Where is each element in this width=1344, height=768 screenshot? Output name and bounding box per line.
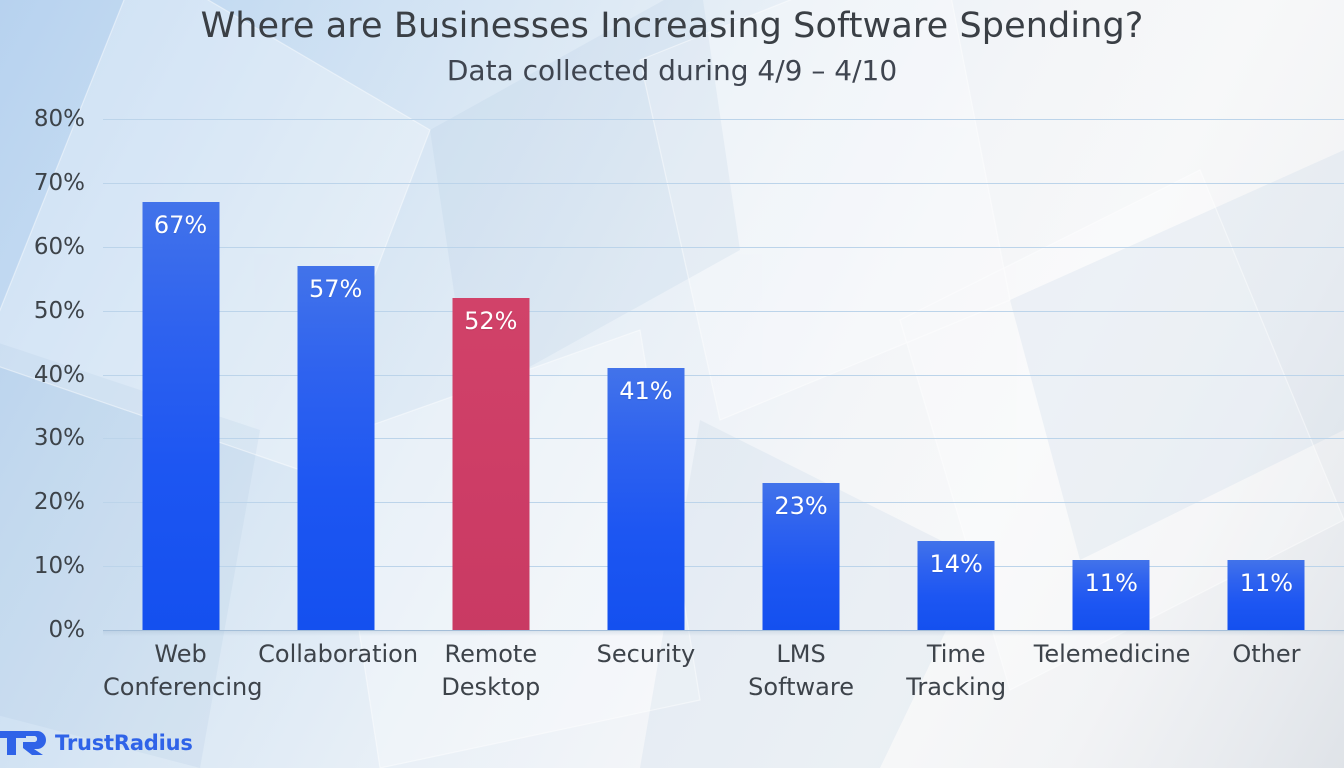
y-axis: 80% 70% 60% 50% 40% 30% 20% 10% 0% [0, 106, 95, 643]
y-tick-label: 10% [33, 553, 85, 580]
chart-subtitle: Data collected during 4/9 – 4/10 [446, 54, 898, 88]
logo-text: TrustRadius [55, 731, 193, 755]
baseline-shadow [103, 630, 1344, 636]
x-tick-label: Time Tracking [906, 640, 1007, 701]
x-tick-label: LMS Software [748, 640, 854, 701]
page-title: Where are Businesses Increasing Software… [200, 6, 1144, 46]
axis-baseline [103, 630, 1344, 631]
bar-value-label: 11% [1239, 568, 1294, 597]
bar-value-label: 14% [929, 549, 983, 578]
bar-slot: 11% [1189, 119, 1344, 630]
gridline [103, 246, 1344, 248]
bar[interactable]: 11% [1072, 559, 1150, 630]
gridline [103, 502, 1344, 504]
bar[interactable]: 41% [607, 368, 685, 630]
bar[interactable]: 67% [142, 202, 220, 630]
bar-slot: 23% [724, 119, 879, 630]
y-tick-label: 0% [48, 617, 86, 643]
y-tick-label: 20% [33, 489, 85, 516]
bar-value-label: 11% [1084, 568, 1138, 597]
x-tick-label: Collaboration [258, 640, 419, 668]
bar-value-label: 41% [619, 377, 673, 406]
gridline [103, 566, 1344, 568]
bar-slot: 57% [258, 119, 413, 630]
x-tick-label: Web Conferencing [103, 640, 263, 701]
title-block: Where are Businesses Increasing Software… [0, 0, 1344, 87]
y-tick-label: 80% [33, 106, 85, 132]
bar[interactable]: 57% [297, 265, 375, 630]
plot-area: 67% 57% 52% 41% 23% 14% 11% 11% [103, 119, 1344, 636]
bar-slot: 11% [1034, 119, 1189, 630]
bar[interactable]: 52% [452, 297, 530, 630]
gridline [103, 310, 1344, 312]
x-tick-label: Remote Desktop [441, 640, 541, 701]
x-tick-label: Other [1232, 640, 1301, 668]
trustradius-monogram-icon [0, 731, 46, 755]
bar[interactable]: 11% [1227, 559, 1305, 630]
bar-slot: 14% [879, 119, 1034, 630]
y-tick-label: 30% [33, 425, 85, 452]
bar-value-label: 23% [774, 492, 828, 521]
bar-value-label: 67% [153, 211, 208, 240]
y-tick-label: 60% [33, 233, 85, 260]
bar[interactable]: 14% [917, 540, 995, 630]
bar[interactable]: 23% [762, 483, 840, 630]
gridline [103, 438, 1344, 440]
bar-slot: 67% [103, 119, 258, 630]
gridline [103, 374, 1344, 376]
bar-value-label: 52% [464, 306, 518, 335]
y-tick-label: 50% [33, 297, 85, 324]
y-tick-label: 70% [33, 169, 85, 196]
bar-slot: 52% [413, 119, 568, 630]
gridline [103, 182, 1344, 184]
bar-series: 67% 57% 52% 41% 23% 14% 11% 11% [103, 119, 1344, 630]
y-tick-label: 40% [33, 361, 85, 388]
gridline [103, 119, 1344, 120]
x-tick-label: Telemedicine [1033, 640, 1191, 668]
x-tick-label: Security [596, 640, 696, 668]
trustradius-logo: TrustRadius [0, 728, 193, 758]
bar-value-label: 57% [309, 274, 363, 303]
x-axis: Web Conferencing Collaboration Remote Desk… [103, 638, 1344, 728]
bar-slot: 41% [568, 119, 723, 630]
